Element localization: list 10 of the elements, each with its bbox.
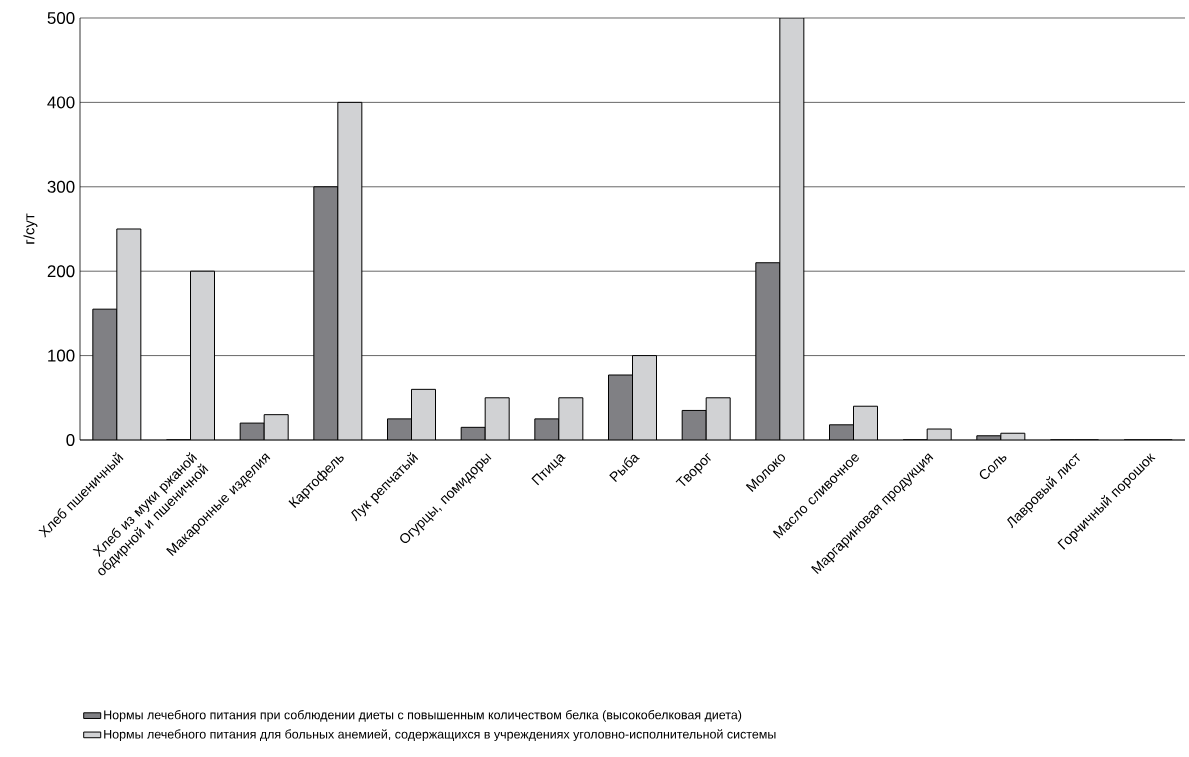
y-tick-label: 0 — [66, 433, 75, 446]
legend-label: Нормы лечебного питания при соблюдении диеты с повышенным количеством белка (высокобелковая диета) — [104, 710, 742, 722]
y-tick-label: 100 — [48, 349, 75, 362]
x-tick-label: Соль — [979, 456, 1007, 480]
y-axis-title: г/сут — [23, 213, 38, 244]
y-tick-label: 500 — [47, 11, 75, 24]
legend-label: Нормы лечебного питания для больных анемией, содержащихся в учреждениях уголовно-исполнительной системы — [104, 729, 776, 742]
y-tick-label: 400 — [47, 96, 75, 109]
y-tick-label: 200 — [47, 265, 75, 278]
y-tick-label: 300 — [47, 180, 75, 193]
